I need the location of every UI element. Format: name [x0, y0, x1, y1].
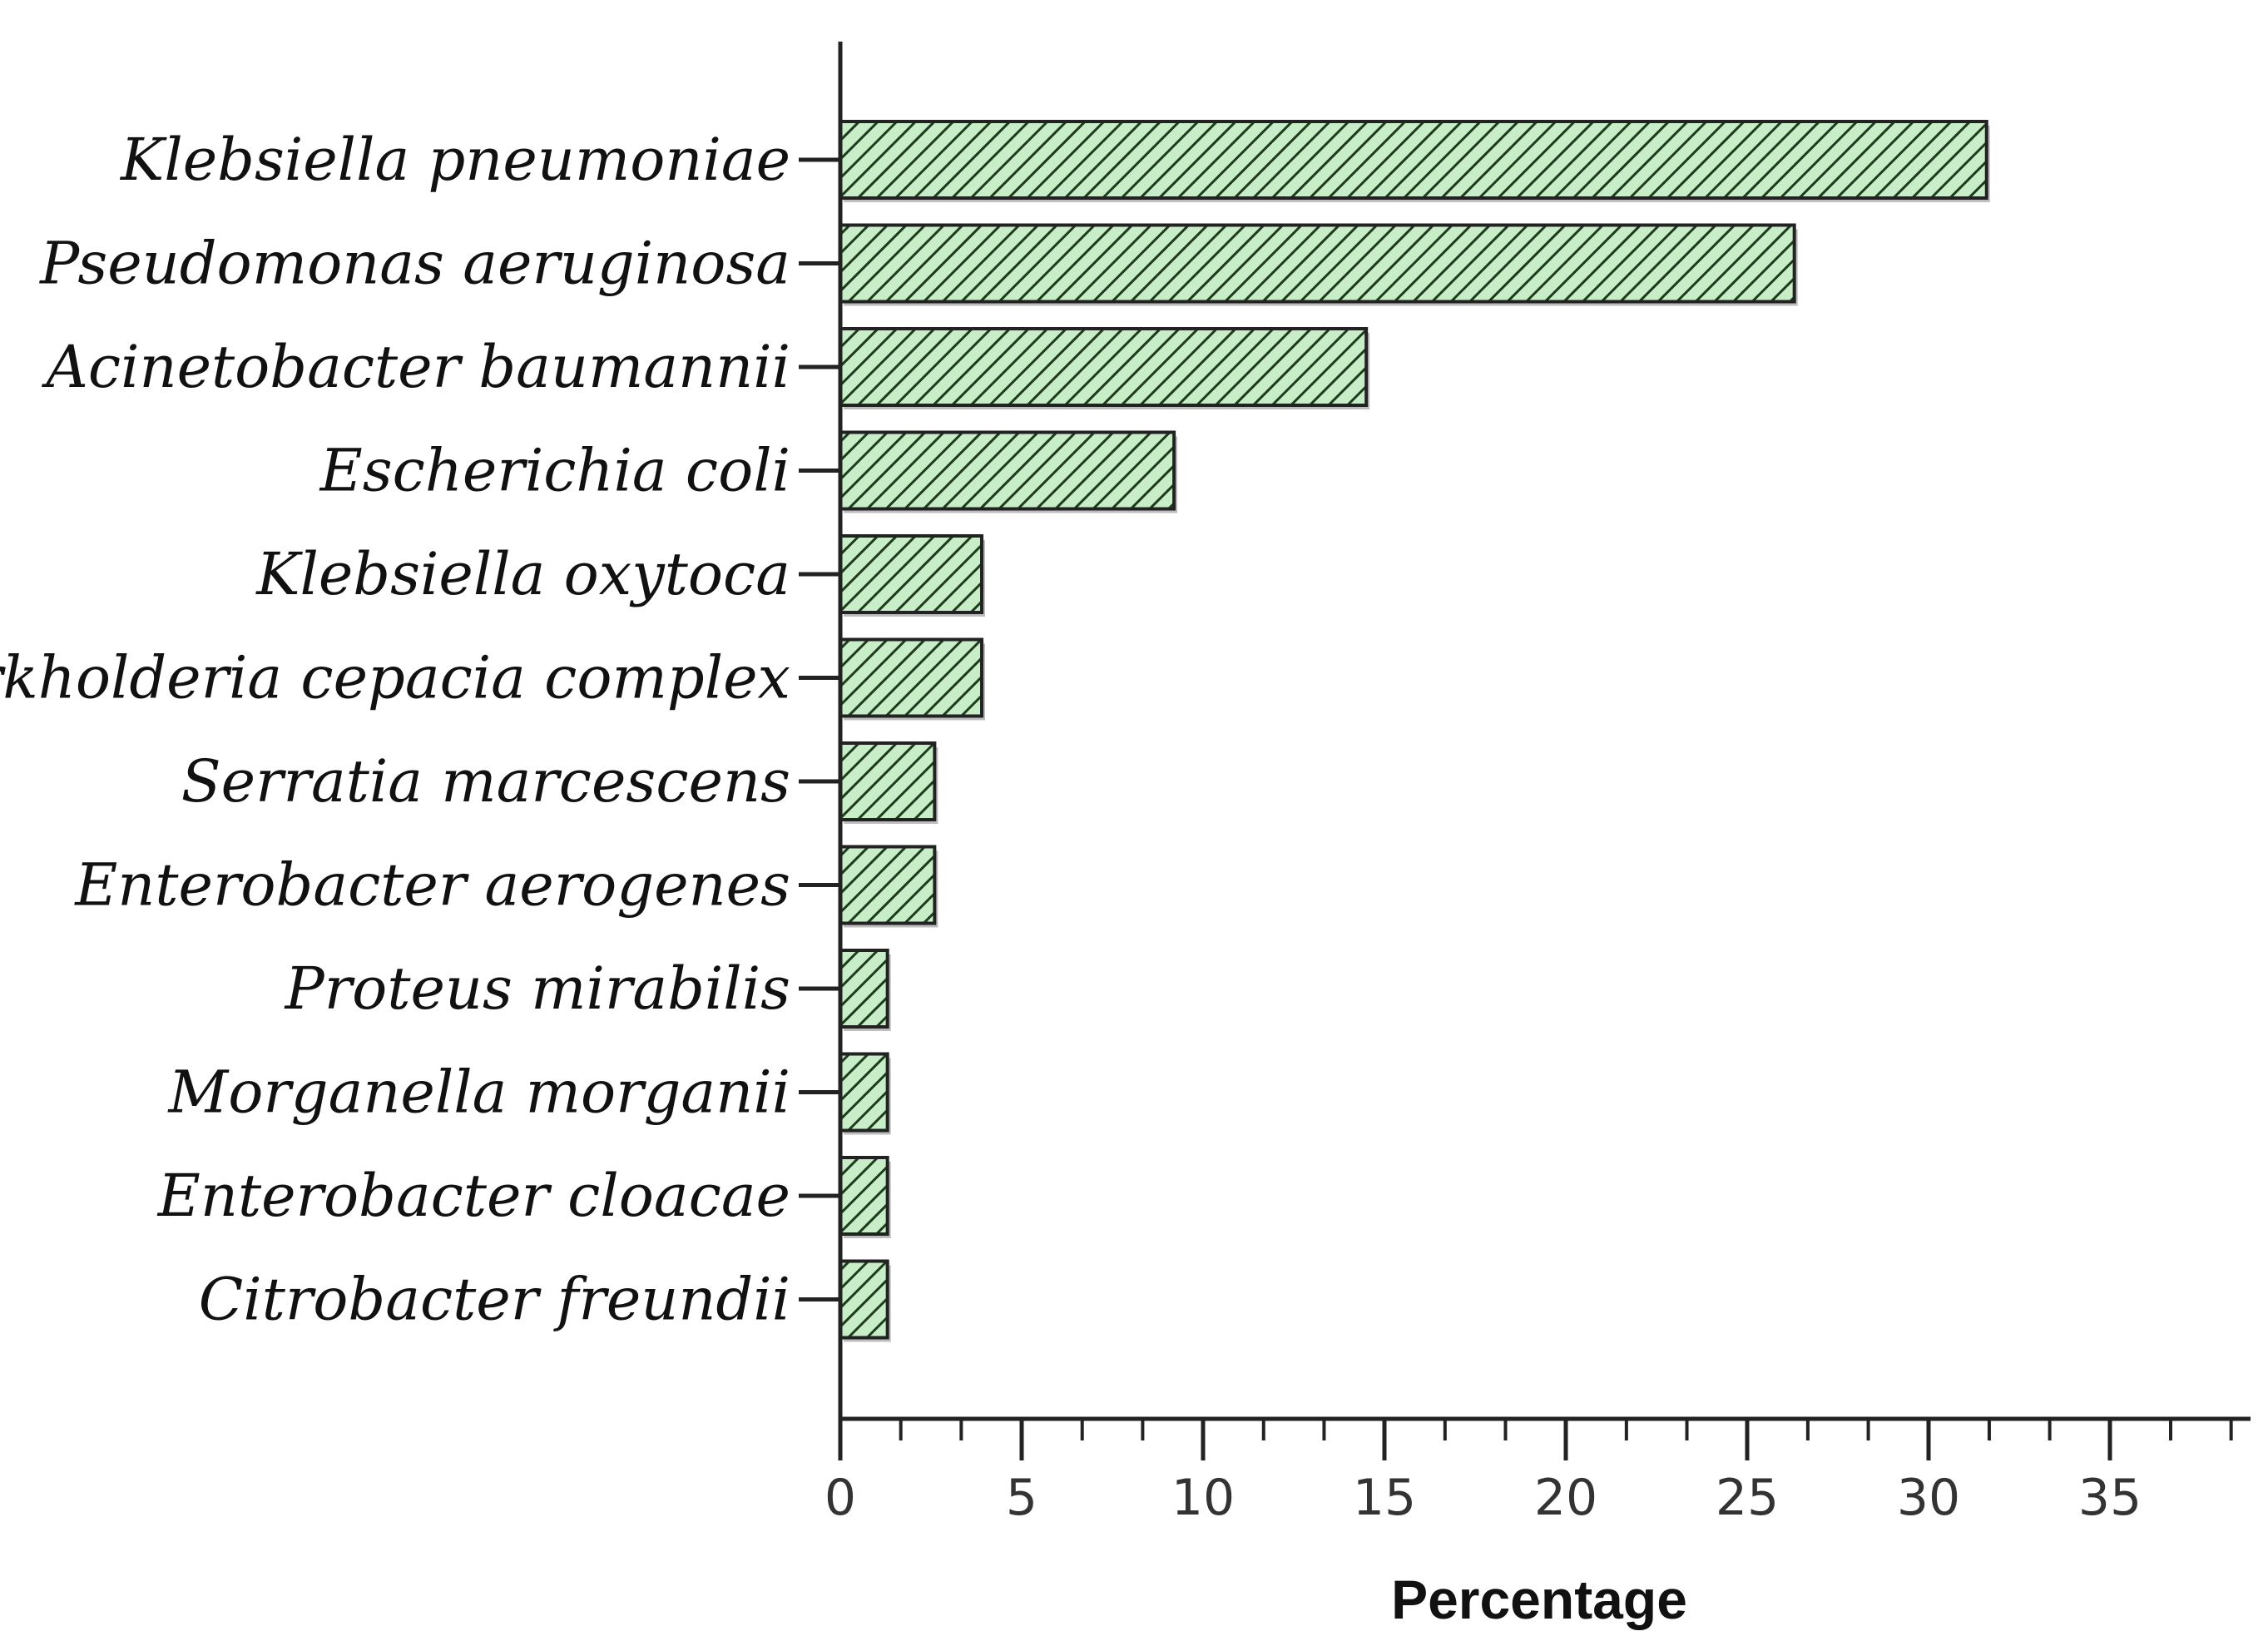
- category-label: Klebsiella pneumoniae: [119, 126, 790, 194]
- axes: [799, 42, 2251, 1460]
- bar: [839, 534, 984, 614]
- x-axis-title: Percentage: [1391, 1569, 1687, 1630]
- category-label: Escherichia coli: [319, 437, 790, 505]
- category-label: Enterobacter cloacae: [156, 1162, 790, 1230]
- bars-layer: [839, 120, 1990, 1342]
- bar: [839, 845, 937, 925]
- category-label: Citrobacter freundii: [199, 1266, 790, 1334]
- x-tick-label: 35: [2078, 1469, 2142, 1527]
- category-label: Burkholderia cepacia complex: [0, 644, 790, 712]
- category-labels: Klebsiella pneumoniae Pseudomonas aerugin…: [0, 126, 790, 1334]
- bar: [839, 1156, 889, 1236]
- x-tick-label: 0: [825, 1469, 856, 1527]
- bar: [839, 741, 937, 821]
- x-tick-labels: 0 5 10 15 20 25 30 35: [825, 1469, 2142, 1527]
- bar: [839, 430, 1176, 511]
- x-tick-label: 15: [1353, 1469, 1416, 1527]
- x-tick-label: 30: [1897, 1469, 1960, 1527]
- bar: [839, 1259, 889, 1340]
- category-label: Proteus mirabilis: [284, 954, 790, 1023]
- category-label: Acinetobacter baumannii: [41, 333, 790, 401]
- category-label: Pseudomonas aeruginosa: [38, 230, 790, 298]
- bar: [839, 223, 1796, 304]
- category-label: Enterobacter aerogenes: [73, 851, 790, 920]
- bar: [839, 1052, 889, 1133]
- category-label: Klebsiella oxytoca: [255, 540, 790, 608]
- category-label: Serratia marcescens: [181, 747, 790, 816]
- bar: [839, 949, 889, 1029]
- x-tick-label: 25: [1716, 1469, 1779, 1527]
- bar: [839, 637, 984, 718]
- x-tick-label: 5: [1006, 1469, 1037, 1527]
- x-tick-label: 20: [1534, 1469, 1597, 1527]
- category-label: Morganella morganii: [167, 1059, 790, 1127]
- bar: [839, 327, 1369, 407]
- x-tick-label: 10: [1171, 1469, 1235, 1527]
- bar: [839, 120, 1988, 200]
